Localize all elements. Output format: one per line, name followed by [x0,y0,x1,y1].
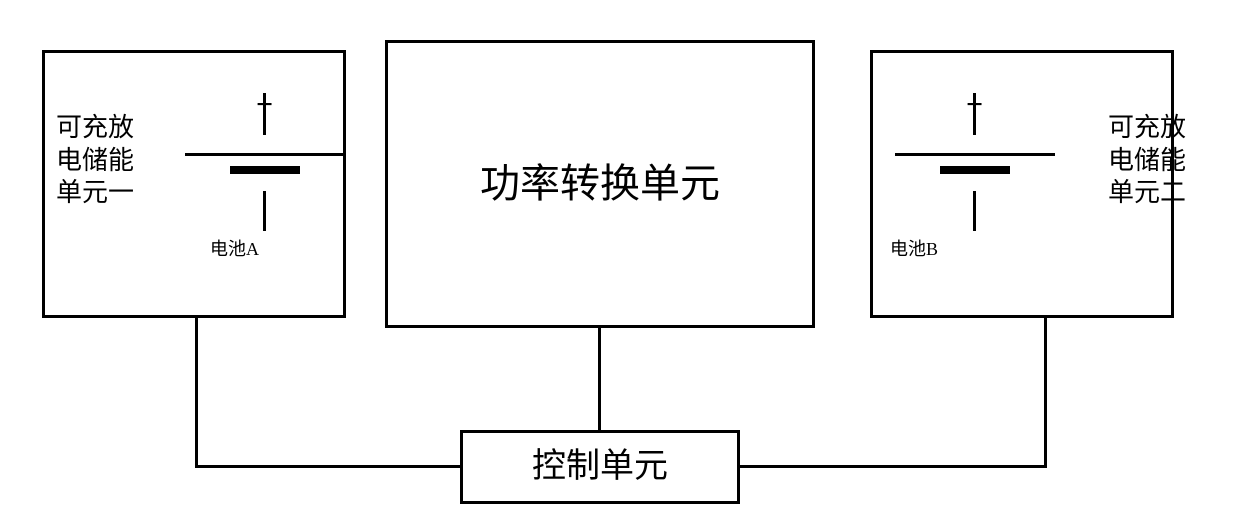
control-unit-box: 控制单元 [460,430,740,504]
battery-a-name: 电池A [210,238,259,261]
battery-b-plus-icon: + [966,88,983,122]
battery-b-name: 电池B [890,238,938,261]
battery-a-plus-icon: + [256,88,273,122]
storage-unit-2-label: 可充放 电储能 单元二 [1108,112,1186,210]
wire-center-vertical [598,328,601,430]
wire-right-vertical [1044,318,1047,468]
power-converter-label: 功率转换单元 [480,159,720,209]
control-unit-label: 控制单元 [532,446,668,489]
diagram-stage: 可充放 电储能 单元一 功率转换单元 可充放 电储能 单元二 控制单元 + 电池… [0,0,1239,531]
wire-left-horizontal [195,465,460,468]
storage-unit-1-label: 可充放 电储能 单元一 [56,112,134,210]
power-converter-box: 功率转换单元 [385,40,815,328]
wire-right-horizontal [740,465,1047,468]
wire-left-vertical [195,318,198,468]
